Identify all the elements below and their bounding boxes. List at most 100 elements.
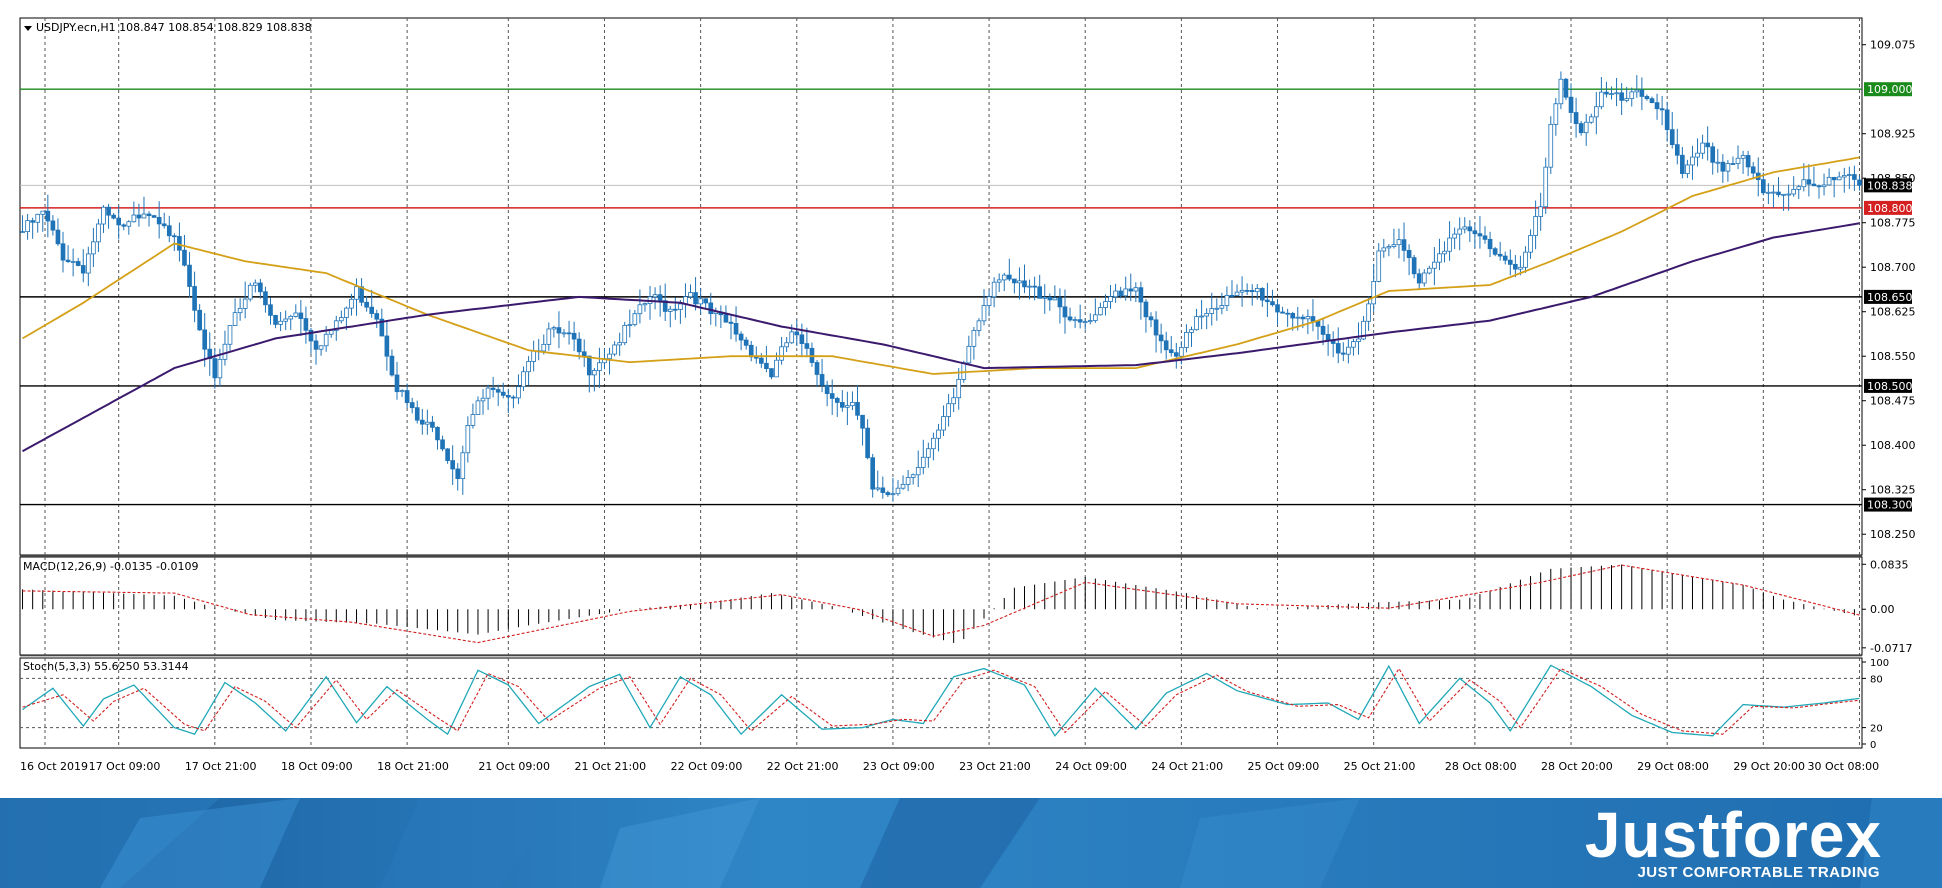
candle-body [986,296,992,306]
candle-body [794,331,800,336]
candle-body [1067,316,1073,321]
candle-body [586,355,592,376]
candle-body [227,325,233,345]
candle-body [1037,286,1043,299]
ma-slow-line [22,222,1860,453]
candle-body [445,448,450,461]
candle-body [252,282,258,286]
candle-body [784,342,789,348]
y-tick-label: 108.325 [1870,484,1916,497]
candle-body [156,217,162,225]
candle-body [829,393,835,399]
candle-body [936,429,941,439]
candle-body [182,249,187,266]
candle-body [374,313,380,320]
candle-body [1801,179,1807,188]
candle-body [1017,280,1022,284]
candle-body [1057,297,1063,308]
candle-body [566,332,572,335]
candle-body [693,292,698,305]
candle-body [1771,191,1776,194]
candle-body [1497,253,1503,257]
candle-body [1406,249,1412,259]
candle-body [698,298,703,305]
candle-body [748,344,754,358]
candle-body [708,302,714,315]
candle-body [1553,103,1559,125]
candle-body [1153,319,1159,336]
candle-body [1548,123,1554,168]
candle-body [30,220,35,223]
y-tick-label: 108.775 [1870,217,1916,230]
candle-body [288,315,294,320]
stoch-main-line [22,664,1860,737]
candle-body [759,357,764,364]
candle-body [268,304,273,316]
candle-body [106,206,111,216]
candle-body [1654,102,1660,110]
candle-body [764,362,769,369]
candle-body [263,291,268,306]
candle-body [1725,163,1731,172]
y-tick-label: 108.625 [1870,306,1916,319]
candle-body [991,281,997,298]
candle-body [177,236,182,251]
candle-body [359,286,364,303]
candle-body [819,374,825,386]
candle-body [814,362,820,375]
candle-body [1720,161,1726,172]
x-tick-label: 23 Oct 21:00 [959,760,1031,773]
candle-body [1563,78,1569,98]
candle-body [485,387,491,399]
trading-chart[interactable]: 16 Oct 2019 17 Oct 09:00 17 Oct 21:00 18 Oc… [0,0,1942,798]
candle-body [1715,161,1721,164]
candle-body [961,362,967,380]
candle-body [101,206,106,225]
candle-body [278,320,283,325]
candle-body [1821,184,1827,188]
candle-body [404,390,410,403]
candle-body [1022,280,1027,288]
candle-body [880,487,886,493]
candle-body [556,327,562,334]
candle-body [1766,191,1771,194]
candle-body [414,407,420,421]
candle-body [1366,303,1371,322]
candle-body [920,456,926,468]
candle-body [187,264,192,287]
candle-body [1472,230,1478,235]
candle-body [511,396,516,399]
candle-body [379,318,385,337]
candle-body [612,344,617,355]
candle-body [531,350,536,362]
candle-body [192,286,197,311]
candle-body [622,325,628,344]
candle-body [1108,296,1113,302]
candle-body [981,305,987,322]
candle-body [607,353,612,360]
candle-body [1128,288,1134,292]
candle-body [1796,186,1802,190]
candle-body [313,340,319,350]
candle-body [222,343,228,360]
candle-body [1001,274,1007,281]
candle-body [303,318,309,331]
candle-body [804,343,810,349]
candle-body [824,384,830,395]
candle-body [597,362,602,371]
x-tick-label: 28 Oct 08:00 [1445,760,1517,773]
candle-body [733,323,739,335]
candle-body [1487,238,1493,250]
candle-body [905,477,911,485]
candle-body [1518,266,1523,270]
candle-body [1502,255,1508,261]
candle-body [996,279,1002,283]
candle-body [1588,116,1594,123]
y-tick-label: 108.250 [1870,528,1916,541]
candle-body [1634,89,1640,93]
y-tick-label: 109.075 [1870,39,1916,52]
candle-body [25,220,30,233]
candle-body [212,358,218,379]
candle-body [642,303,648,306]
candle-body [136,214,142,219]
